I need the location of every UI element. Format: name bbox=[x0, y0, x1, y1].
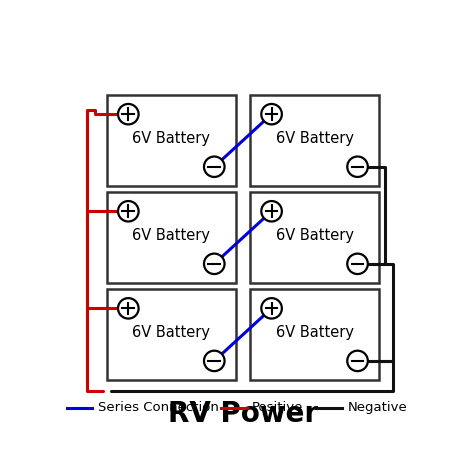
Bar bbox=[250, 95, 379, 186]
Text: 6V Battery: 6V Battery bbox=[132, 228, 210, 243]
Text: 6V Battery: 6V Battery bbox=[132, 131, 210, 146]
Text: 6V Battery: 6V Battery bbox=[275, 228, 354, 243]
Bar bbox=[250, 192, 379, 283]
Circle shape bbox=[204, 351, 225, 371]
Text: Negative: Negative bbox=[347, 401, 407, 414]
Text: 6V Battery: 6V Battery bbox=[275, 131, 354, 146]
Circle shape bbox=[118, 104, 138, 124]
Circle shape bbox=[347, 254, 368, 274]
Text: Positive: Positive bbox=[252, 401, 303, 414]
Circle shape bbox=[204, 254, 225, 274]
Text: Series Connection: Series Connection bbox=[98, 401, 219, 414]
Bar bbox=[250, 289, 379, 380]
Circle shape bbox=[261, 298, 282, 319]
Bar bbox=[107, 95, 236, 186]
Text: 6V Battery: 6V Battery bbox=[132, 325, 210, 340]
Circle shape bbox=[204, 156, 225, 177]
Text: RV Power: RV Power bbox=[168, 400, 318, 428]
Text: 6V Battery: 6V Battery bbox=[275, 325, 354, 340]
Bar bbox=[107, 192, 236, 283]
Circle shape bbox=[261, 104, 282, 124]
Circle shape bbox=[347, 156, 368, 177]
Circle shape bbox=[118, 201, 138, 221]
Circle shape bbox=[261, 201, 282, 221]
Circle shape bbox=[118, 298, 138, 319]
Bar bbox=[107, 289, 236, 380]
Circle shape bbox=[347, 351, 368, 371]
